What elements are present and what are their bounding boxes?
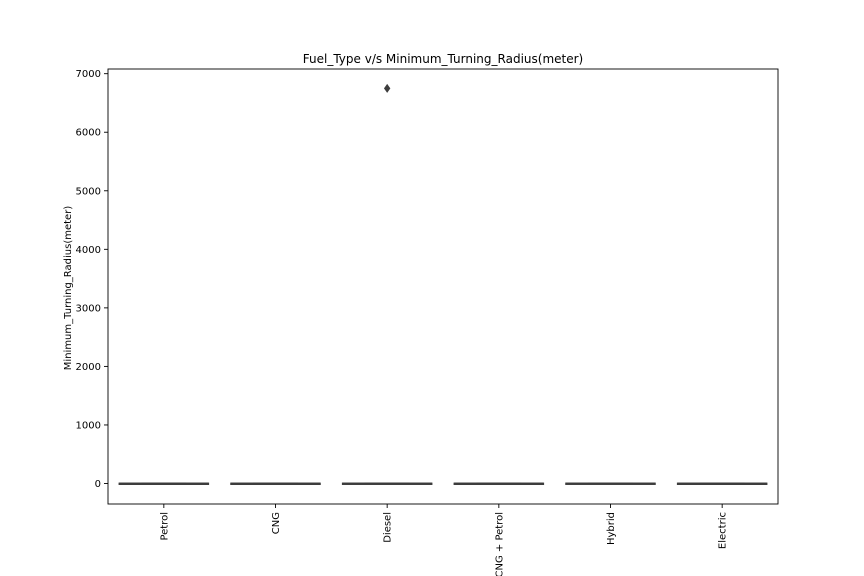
axes-frame bbox=[107, 68, 779, 505]
x-tick-label: Diesel bbox=[383, 512, 394, 543]
x-tick-label: Hybrid bbox=[606, 512, 617, 545]
y-tick-label: 1000 bbox=[76, 420, 101, 431]
y-tick-label: 2000 bbox=[76, 362, 101, 373]
x-tick-label: CNG bbox=[271, 512, 282, 534]
x-tick-label: Electric bbox=[718, 512, 729, 549]
x-tick-label: Petrol bbox=[159, 512, 170, 541]
chart-title: Fuel_Type v/s Minimum_Turning_Radius(met… bbox=[303, 52, 583, 66]
y-tick-label: 7000 bbox=[76, 69, 101, 80]
y-tick-label: 6000 bbox=[76, 128, 101, 139]
y-tick-label: 5000 bbox=[76, 186, 101, 197]
y-axis-label: Minimum_Turning_Radius(meter) bbox=[63, 206, 74, 371]
outlier-point bbox=[383, 83, 391, 93]
x-tick-label: CNG + Petrol bbox=[494, 512, 505, 576]
y-tick-label: 0 bbox=[95, 479, 101, 490]
y-tick-label: 3000 bbox=[76, 303, 101, 314]
plot-area: 0 1000 2000 3000 4000 5000 6000 7000 Petrol CNG Di… bbox=[76, 69, 768, 576]
y-tick-label: 4000 bbox=[76, 245, 101, 256]
